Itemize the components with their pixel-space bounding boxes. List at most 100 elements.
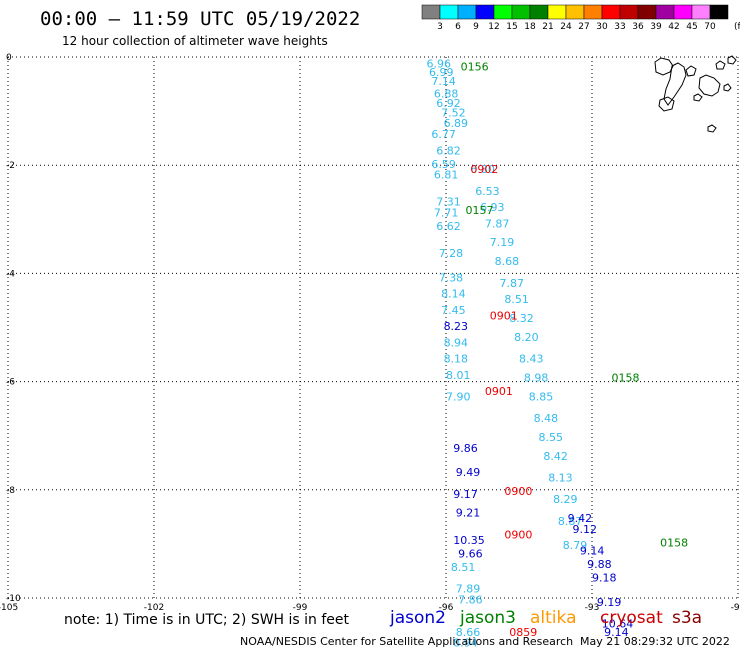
data-label-track_right: 8.43: [519, 353, 544, 366]
data-label-track_right: 8.51: [504, 293, 529, 306]
data-label-cryosat: 0900: [504, 485, 532, 498]
data-label-jason2: 9.21: [456, 507, 481, 520]
data-label-track_right: 6.93: [480, 201, 505, 214]
colorbar-swatch: [439, 4, 459, 20]
colorbar-swatch: [421, 4, 441, 20]
grid: [7, 56, 739, 599]
data-label-track_left: 6.96: [427, 58, 452, 71]
x-tick-label: -99: [293, 603, 308, 613]
data-label-track_left: 6.59: [431, 158, 456, 171]
y-tick-label: -6: [6, 378, 15, 388]
data-label-track_left: 6.62: [436, 220, 461, 233]
data-label-track_left: 8.94: [453, 637, 478, 650]
data-label-track_right: 6.80: [470, 163, 495, 176]
data-label-jason3: 0156: [461, 60, 489, 73]
data-label-jason3: 0158: [611, 371, 639, 384]
data-label-track_left: 7.28: [439, 247, 464, 260]
colorbar-swatch: [457, 4, 477, 20]
data-label-track_left: 7.89: [456, 582, 481, 595]
galapagos-coastline: [654, 55, 737, 133]
data-label-track_right: 8.20: [514, 331, 539, 344]
data-label-track_right: 8.79: [563, 539, 588, 552]
colorbar-tick-label: 30: [596, 22, 608, 32]
colorbar-tick-label: 27: [578, 22, 589, 32]
y-tick-label: -10: [6, 594, 21, 604]
colorbar-swatch: [601, 4, 621, 20]
data-label-track_right: 7.87: [500, 277, 525, 290]
data-label-track_left: 8.94: [444, 336, 469, 349]
data-label-track_left: 8.66: [456, 626, 481, 639]
data-label-jason2: 10.64: [602, 618, 634, 631]
data-label-track_left: 7.45: [441, 304, 466, 317]
data-label-cryosat: 0859: [509, 626, 537, 639]
data-label-jason3: 0158: [660, 536, 688, 549]
colorbar-swatch: [475, 4, 495, 20]
data-label-track_right: 8.68: [495, 255, 519, 268]
data-label-track_left: 7.71: [434, 206, 459, 219]
data-label-track_left: 8.18: [444, 353, 469, 366]
colorbar-tick-label: 12: [488, 22, 499, 32]
page-title: 00:00 – 11:59 UTC 05/19/2022: [40, 8, 361, 30]
legend-item-cryosat: cryosat: [600, 608, 663, 628]
footer-timestamp: May 21 08:29:32 UTC 2022: [580, 635, 730, 648]
x-tick-label: -105: [0, 603, 18, 613]
colorbar-swatch: [691, 4, 711, 20]
data-label-cryosat: 0900: [504, 528, 532, 541]
data-label-track_right: 6.53: [475, 185, 500, 198]
x-tick-label: -102: [144, 603, 164, 613]
data-label-track_left: 6.99: [429, 66, 454, 79]
colorbar-tick-label: 39: [650, 22, 662, 32]
data-label-jason2: 9.88: [587, 558, 612, 571]
data-label-track_left: 6.81: [434, 169, 459, 182]
x-tick-label: -90: [731, 603, 740, 613]
colorbar-tick-label: 18: [524, 22, 536, 32]
data-label-track_right: 8.98: [524, 371, 549, 384]
data-label-track_right: 8.13: [548, 472, 573, 485]
data-label-track_right: 8.29: [553, 493, 578, 506]
data-label-cryosat: 0901: [490, 309, 518, 322]
data-label-track_right: 8.55: [538, 431, 563, 444]
colorbar-swatch: [619, 4, 639, 20]
data-label-track_right: 8.32: [509, 312, 534, 325]
colorbar-tick-label: 15: [506, 22, 517, 32]
data-label-track_right: 7.19: [490, 236, 515, 249]
legend-item-s3a: s3a: [672, 608, 703, 628]
data-points: 6.966.997.146.886.927.526.896.77 6.826.59…: [427, 58, 689, 650]
colorbar-swatch: [709, 4, 729, 20]
data-label-track_left: 6.77: [431, 128, 456, 141]
data-label-jason3: 0157: [465, 204, 493, 217]
data-label-cryosat: 0902: [470, 163, 498, 176]
data-label-track_left: 7.31: [436, 196, 461, 209]
data-label-jason2: 9.19: [597, 596, 622, 609]
data-label-jason2: 10.35: [453, 534, 485, 547]
data-label-track_right: 8.48: [534, 412, 559, 425]
data-label-track_left: 6.88: [434, 87, 459, 100]
data-label-jason2: 9.49: [456, 466, 481, 479]
data-label-jason2: 9.14: [580, 545, 605, 558]
colorbar-tick-label: 9: [473, 22, 479, 32]
data-label-jason2: 9.86: [453, 442, 478, 455]
data-label-track_right: 8.42: [543, 450, 568, 463]
data-label-track_right: 8.87: [558, 515, 583, 528]
data-label-track_left: 7.38: [439, 271, 464, 284]
note-text: note: 1) Time is in UTC; 2) SWH is in fe…: [64, 612, 350, 628]
data-label-track_left: 6.92: [436, 97, 461, 110]
y-tick-label: 0: [6, 53, 12, 63]
data-label-track_left: 7.86: [458, 593, 483, 606]
colorbar-tick-label: 70: [704, 22, 716, 32]
x-tick-label: -93: [585, 603, 600, 613]
data-label-track_left: 7.52: [441, 106, 466, 119]
data-label-track_right: 7.87: [485, 217, 510, 230]
colorbar-swatch: [637, 4, 657, 20]
data-label-track_left: 8.01: [446, 369, 471, 382]
colorbar-tick-label: 45: [686, 22, 697, 32]
colorbar-tick-label: 36: [632, 22, 644, 32]
data-label-jason2: 9.17: [453, 488, 478, 501]
colorbar-swatch: [529, 4, 549, 20]
data-label-cryosat: 0901: [485, 385, 513, 398]
colorbar-swatch: [547, 4, 567, 20]
data-label-jason2: 9.12: [573, 523, 598, 536]
footer-credit: NOAA/NESDIS Center for Satellite Applica…: [240, 635, 574, 648]
